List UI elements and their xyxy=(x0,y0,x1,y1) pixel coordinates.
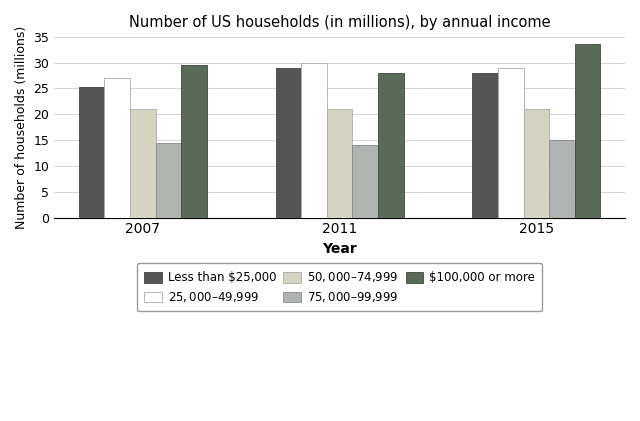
Bar xyxy=(130,109,156,218)
Bar xyxy=(549,140,575,218)
Bar xyxy=(472,73,498,218)
Bar xyxy=(575,45,600,218)
Y-axis label: Number of households (millions): Number of households (millions) xyxy=(15,26,28,229)
X-axis label: Year: Year xyxy=(323,242,357,256)
Bar xyxy=(378,73,404,218)
Bar xyxy=(498,68,524,218)
Bar xyxy=(79,87,104,218)
Bar xyxy=(104,78,130,218)
Bar xyxy=(276,68,301,218)
Bar xyxy=(301,63,327,218)
Bar xyxy=(181,65,207,218)
Bar xyxy=(327,109,353,218)
Bar xyxy=(524,109,549,218)
Legend: Less than $25,000, $25,000–$49,999, $50,000–$74,999, $75,000–$99,999, $100,000 o: Less than $25,000, $25,000–$49,999, $50,… xyxy=(137,263,542,311)
Title: Number of US households (in millions), by annual income: Number of US households (in millions), b… xyxy=(129,15,550,30)
Bar xyxy=(353,145,378,218)
Bar xyxy=(156,143,181,218)
